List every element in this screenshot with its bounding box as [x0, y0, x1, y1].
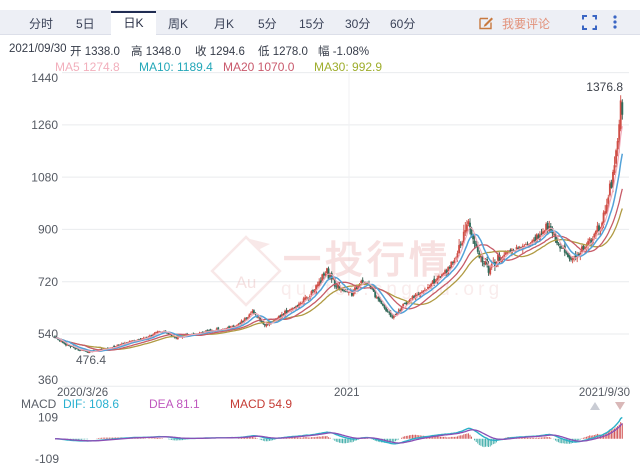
svg-text:一投行情: 一投行情 [283, 240, 451, 282]
svg-text:2020/3/26: 2020/3/26 [57, 387, 108, 399]
svg-text:720: 720 [38, 275, 58, 289]
svg-text:MACD: MACD [21, 397, 57, 411]
svg-text:109: 109 [38, 410, 58, 424]
svg-text:1080: 1080 [31, 170, 58, 184]
svg-text:1376.8: 1376.8 [586, 80, 623, 94]
svg-text:476.4: 476.4 [76, 353, 106, 367]
svg-text:Au: Au [236, 273, 257, 292]
svg-text:MACD 54.9: MACD 54.9 [230, 397, 292, 411]
svg-text:2021: 2021 [334, 387, 360, 399]
svg-text:1440: 1440 [31, 71, 58, 85]
svg-text:360: 360 [38, 373, 58, 387]
svg-text:900: 900 [38, 223, 58, 237]
svg-text:DEA 81.1: DEA 81.1 [149, 397, 200, 411]
svg-text:-109: -109 [35, 452, 59, 463]
svg-text:DIF: 108.6: DIF: 108.6 [63, 397, 119, 411]
svg-text:2021/9/30: 2021/9/30 [579, 387, 630, 399]
svg-text:1260: 1260 [31, 118, 58, 132]
svg-text:540: 540 [38, 327, 58, 341]
